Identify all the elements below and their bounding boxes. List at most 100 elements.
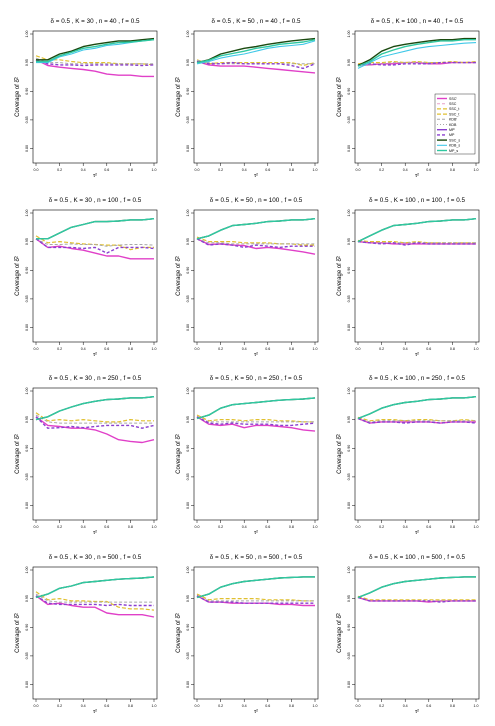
- series-line: [357, 218, 477, 243]
- y-tick-label: 0.95: [186, 595, 190, 602]
- y-tick-label: 0.80: [25, 324, 29, 331]
- series-line: [196, 416, 316, 427]
- panel: δ = 0.5 , K = 50 , n = 250 , f = 0.50.80…: [176, 375, 319, 536]
- y-axis-label: Coverage of δ̂²: [337, 434, 343, 474]
- y-tick-label: 0.95: [347, 59, 351, 66]
- x-tick-label: 0.8: [128, 704, 133, 708]
- panel-title: δ = 0.5 , K = 50 , n = 40 , f = 0.5: [212, 18, 301, 25]
- y-tick-label: 0.95: [186, 238, 190, 245]
- series-line: [196, 576, 315, 599]
- y-tick-label: 0.95: [25, 416, 29, 423]
- panel-title: δ = 0.5 , K = 100 , n = 40 , f = 0.5: [371, 18, 464, 25]
- series-line: [357, 37, 476, 67]
- series-line: [196, 236, 315, 246]
- y-tick-label: 1.00: [186, 210, 190, 217]
- x-axis-label: τ²: [254, 352, 258, 358]
- plot-frame: [354, 566, 480, 700]
- x-tick-label: 1.0: [474, 704, 479, 708]
- x-tick-label: 0.2: [57, 704, 62, 708]
- y-tick-label: 1.00: [347, 31, 351, 38]
- x-tick-label: 0.0: [356, 168, 361, 172]
- x-tick-label: 1.0: [152, 704, 157, 708]
- y-tick-label: 0.90: [25, 445, 29, 452]
- series-line: [196, 416, 315, 423]
- y-tick-label: 1.00: [25, 31, 29, 38]
- x-tick-label: 0.0: [195, 525, 200, 529]
- series-line: [196, 397, 316, 420]
- y-tick-label: 0.85: [186, 295, 190, 302]
- legend-label: KDB′: [449, 118, 457, 122]
- series-line: [357, 42, 477, 69]
- panel-title: δ = 0.5 , K = 30 , n = 40 , f = 0.5: [51, 18, 140, 25]
- y-tick-label: 0.80: [186, 681, 190, 688]
- series-line: [35, 396, 155, 421]
- x-tick-label: 0.8: [289, 168, 294, 172]
- x-tick-label: 0.0: [34, 525, 39, 529]
- series-line: [196, 593, 315, 602]
- legend-label: SSC′: [449, 97, 457, 101]
- y-tick-label: 0.80: [186, 145, 190, 152]
- legend-label: SSC: [449, 102, 457, 106]
- x-tick-label: 0.2: [218, 525, 223, 529]
- y-tick-label: 0.80: [347, 502, 351, 509]
- series-line: [35, 396, 155, 421]
- legend-label: KDB_s: [449, 144, 460, 148]
- x-tick-label: 0.6: [426, 347, 431, 351]
- x-tick-label: 1.0: [474, 168, 479, 172]
- x-axis-label: τ²: [254, 530, 258, 536]
- x-tick-label: 0.4: [242, 168, 247, 172]
- x-tick-label: 0.8: [450, 347, 455, 351]
- series-line: [35, 414, 154, 424]
- legend: SSC′SSCSSC_tSSC_tKDB′KDBMP′MPSSC_sKDB_sM…: [434, 93, 476, 155]
- plot-frame: [354, 30, 480, 164]
- x-tick-label: 1.0: [313, 704, 318, 708]
- panel: δ = 0.5 , K = 30 , n = 100 , f = 0.5 0.80…: [15, 197, 158, 358]
- y-tick-label: 0.95: [25, 595, 29, 602]
- series-line: [196, 397, 316, 420]
- y-axis-label: Coverage of δ̂²: [176, 256, 182, 296]
- panel: δ = 0.5 , K = 30 , n = 40 , f = 0.5 0.80 0…: [15, 18, 158, 179]
- series-line: [35, 57, 154, 65]
- x-tick-label: 0.6: [265, 347, 270, 351]
- y-tick-label: 1.00: [25, 388, 29, 395]
- series-line: [357, 218, 477, 243]
- y-axis-label: Coverage of δ̂²: [176, 434, 182, 474]
- y-axis-label: Coverage of δ̂²: [15, 434, 21, 474]
- series-line: [35, 416, 155, 444]
- y-tick-label: 0.85: [347, 473, 351, 480]
- panel-title: δ = 0.5 , K = 50 , n = 500 , f = 0.5: [210, 554, 303, 561]
- x-tick-label: 0.4: [81, 347, 86, 351]
- x-tick-label: 0.6: [426, 704, 431, 708]
- panel-title: δ = 0.5 , K = 50 , n = 250 , f = 0.5: [210, 375, 303, 382]
- y-tick-label: 0.90: [186, 267, 190, 274]
- plot-frame: [32, 387, 158, 521]
- x-axis-label: τ²: [415, 709, 419, 715]
- series-line: [196, 416, 316, 432]
- x-tick-label: 0.6: [265, 168, 270, 172]
- y-tick-label: 0.90: [25, 267, 29, 274]
- panel-title: δ = 0.5 , K = 100 , n = 500 , f = 0.5: [369, 554, 465, 561]
- plot-frame: [32, 566, 158, 700]
- series-line: [357, 39, 476, 67]
- panel-title: δ = 0.5 , K = 100 , n = 100 , f = 0.5: [369, 197, 465, 204]
- y-axis-label: Coverage of δ̂²: [337, 613, 343, 653]
- series-line: [357, 60, 477, 65]
- x-tick-label: 0.2: [218, 704, 223, 708]
- plot-frame: [193, 209, 319, 343]
- series-line: [196, 60, 316, 74]
- x-tick-label: 0.8: [450, 168, 455, 172]
- y-tick-label: 0.90: [347, 624, 351, 631]
- y-tick-label: 0.95: [347, 238, 351, 245]
- series-line: [196, 218, 316, 240]
- series-line: [357, 396, 477, 420]
- y-tick-label: 1.00: [347, 210, 351, 217]
- panel-title: δ = 0.5 , K = 30 , n = 250 , f = 0.5: [49, 375, 142, 382]
- x-tick-label: 0.4: [403, 347, 408, 351]
- x-tick-label: 0.6: [265, 525, 270, 529]
- panel-title: δ = 0.5 , K = 30 , n = 100 , f = 0.5: [49, 197, 142, 204]
- legend-label: SSC_s: [449, 138, 460, 142]
- x-tick-label: 0.4: [403, 525, 408, 529]
- series-line: [196, 238, 315, 249]
- x-axis-label: τ²: [93, 173, 97, 179]
